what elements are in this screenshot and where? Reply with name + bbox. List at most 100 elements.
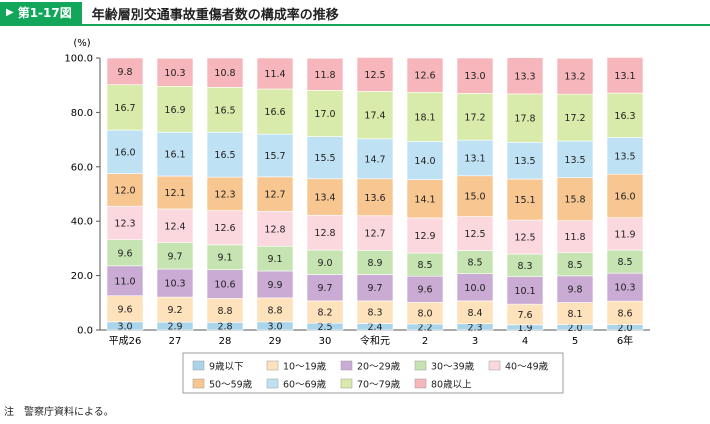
header-rule [0, 24, 710, 26]
bar-segment [106, 205, 144, 240]
data-label: 2.2 [417, 323, 432, 334]
data-label: 15.8 [564, 195, 585, 206]
data-label: 10.6 [214, 280, 235, 291]
bar-segment [206, 244, 244, 270]
data-label: 12.6 [414, 71, 435, 82]
y-tick-label: 20.0 [71, 271, 93, 282]
bar-segment [606, 217, 644, 251]
data-label: 10.3 [164, 68, 185, 79]
bar-segment [106, 239, 144, 267]
legend-label: 20～29歳 [357, 361, 401, 373]
data-label: 16.3 [614, 111, 635, 122]
data-label: 9.1 [267, 254, 282, 265]
data-label: 8.5 [467, 258, 482, 269]
bar-segment [356, 138, 394, 180]
data-label: 1.9 [517, 323, 532, 334]
y-tick-label: 0.0 [77, 326, 93, 337]
x-tick-label: 4 [522, 336, 528, 347]
x-tick-label: 3 [472, 336, 478, 347]
bar-segment [306, 214, 344, 251]
bar-segment [356, 215, 394, 251]
bar-segment [206, 269, 244, 299]
data-label: 13.3 [514, 71, 535, 82]
data-label: 2.5 [317, 322, 332, 333]
data-label: 16.7 [114, 103, 135, 114]
x-tick-label: 30 [319, 336, 332, 347]
bar-segment [606, 272, 644, 302]
bar-segment [306, 57, 344, 91]
data-label: 12.5 [364, 70, 385, 81]
legend-swatch [192, 378, 205, 389]
data-label: 15.0 [464, 192, 485, 203]
x-tick-label: 2 [422, 336, 428, 347]
y-tick-label: 60.0 [71, 162, 93, 173]
data-label: 8.8 [267, 305, 282, 316]
data-label: 8.3 [367, 308, 382, 319]
bar-segment [156, 242, 194, 270]
bar-segment [556, 57, 594, 95]
legend-label: 30～39歳 [431, 361, 475, 373]
data-label: 11.4 [264, 69, 285, 80]
data-label: 12.8 [314, 228, 335, 239]
bar-segment [356, 91, 394, 140]
data-label: 12.5 [464, 229, 485, 240]
legend-swatch [340, 378, 353, 389]
bar-segment [256, 245, 294, 272]
data-label: 10.3 [614, 283, 635, 294]
data-label: 12.9 [414, 231, 435, 242]
data-label: 13.5 [514, 156, 535, 167]
data-label: 15.5 [314, 153, 335, 164]
data-label: 13.1 [614, 71, 635, 82]
x-tick-label: 28 [219, 336, 232, 347]
data-label: 16.9 [164, 105, 185, 116]
data-label: 9.1 [217, 253, 232, 264]
bar-segment [206, 87, 244, 133]
bar-segment [606, 57, 644, 94]
legend-label: 80歳以上 [431, 379, 472, 391]
bar-segment [106, 173, 144, 207]
data-label: 9.6 [417, 285, 432, 296]
legend-swatch [192, 360, 205, 371]
data-label: 12.7 [264, 190, 285, 201]
bar-segment [106, 129, 144, 174]
x-tick-label: 令和元 [360, 334, 390, 347]
stacked-bar-chart: (%) 0.0 20.0 40.0 60.0 80.0 100.0 3.0 9.6 11.0 9.6… [64, 38, 650, 394]
data-label: 8.5 [567, 260, 582, 271]
bar-segment [356, 274, 394, 302]
data-label: 9.8 [567, 285, 582, 296]
legend-box [182, 352, 564, 394]
data-label: 12.8 [264, 224, 285, 235]
bar-segment [206, 176, 244, 211]
data-label: 17.2 [464, 112, 485, 123]
data-label: 8.5 [417, 260, 432, 271]
data-label: 16.1 [164, 150, 185, 161]
data-label: 17.4 [364, 111, 385, 122]
data-label: 9.8 [117, 67, 132, 78]
x-tick-label: 6年 [617, 334, 633, 347]
data-label: 11.8 [314, 70, 335, 81]
bar-segment [106, 57, 144, 85]
data-label: 9.6 [117, 304, 132, 315]
bar-segment [156, 131, 194, 177]
data-label: 8.2 [317, 308, 332, 319]
figure-number: 第1-17図 [17, 6, 72, 20]
legend-swatch [414, 360, 427, 371]
data-label: 9.0 [317, 258, 332, 269]
y-tick-label: 80.0 [71, 108, 93, 119]
data-label: 10.0 [464, 283, 485, 294]
bar-segment [156, 208, 194, 243]
data-label: 12.5 [514, 233, 535, 244]
data-label: 12.4 [164, 221, 185, 232]
figure-badge: ▶ 第1-17図 [0, 2, 82, 24]
data-label: 11.0 [114, 276, 135, 287]
legend-swatch [414, 378, 427, 389]
bar-segment [406, 179, 444, 219]
x-tick-label: 27 [169, 336, 182, 347]
data-label: 2.8 [217, 322, 232, 333]
bar-segment [556, 220, 594, 254]
data-label: 13.0 [464, 71, 485, 82]
bar-segment [356, 57, 394, 92]
data-label: 8.4 [467, 308, 482, 319]
data-label: 12.1 [164, 188, 185, 199]
bar-segment [506, 178, 544, 221]
